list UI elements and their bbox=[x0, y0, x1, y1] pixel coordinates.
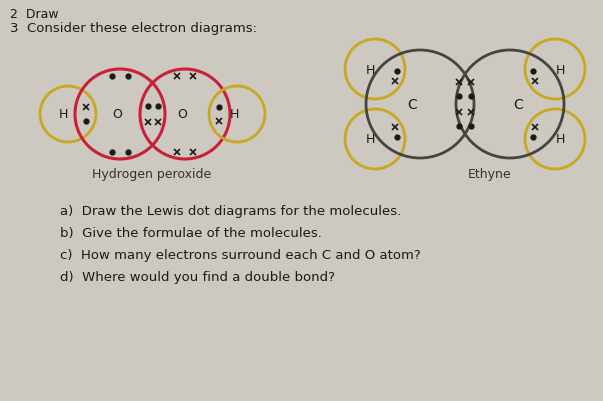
Text: H: H bbox=[365, 63, 374, 76]
Text: H: H bbox=[58, 108, 68, 121]
Text: H: H bbox=[229, 108, 239, 121]
Text: H: H bbox=[555, 133, 564, 146]
Text: a)  Draw the Lewis dot diagrams for the molecules.: a) Draw the Lewis dot diagrams for the m… bbox=[60, 205, 401, 217]
Text: H: H bbox=[555, 63, 564, 76]
Text: C: C bbox=[513, 98, 523, 112]
Text: 3  Consider these electron diagrams:: 3 Consider these electron diagrams: bbox=[10, 22, 257, 35]
Text: O: O bbox=[112, 108, 122, 121]
Text: Hydrogen peroxide: Hydrogen peroxide bbox=[92, 168, 212, 181]
Text: C: C bbox=[407, 98, 417, 112]
Text: H: H bbox=[365, 133, 374, 146]
Text: c)  How many electrons surround each C and O atom?: c) How many electrons surround each C an… bbox=[60, 248, 421, 261]
Text: b)  Give the formulae of the molecules.: b) Give the formulae of the molecules. bbox=[60, 227, 322, 239]
Text: O: O bbox=[177, 108, 187, 121]
Text: Ethyne: Ethyne bbox=[468, 168, 512, 181]
Text: d)  Where would you find a double bond?: d) Where would you find a double bond? bbox=[60, 270, 335, 283]
Text: 2  Draw: 2 Draw bbox=[10, 8, 58, 21]
